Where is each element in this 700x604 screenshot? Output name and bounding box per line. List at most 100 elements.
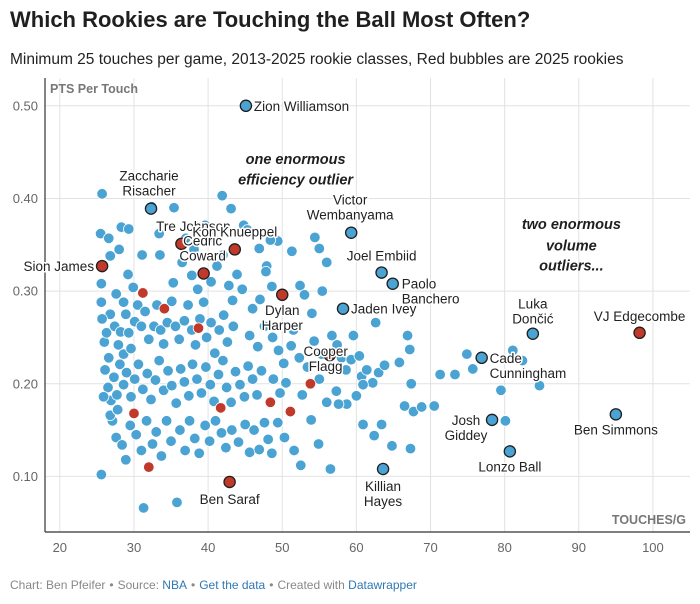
- data-point: [95, 277, 108, 290]
- data-point: [173, 333, 185, 345]
- data-point: [154, 249, 166, 261]
- label-ben-saraf: Ben Saraf: [200, 492, 260, 507]
- data-point: [114, 358, 126, 370]
- y-tick-label: 0.40: [13, 191, 38, 206]
- data-point: [205, 316, 217, 329]
- data-point: [194, 313, 206, 325]
- data-point: [226, 294, 239, 307]
- data-point: [120, 454, 132, 466]
- data-point: [191, 373, 203, 385]
- point-sion-james: [95, 259, 109, 273]
- data-point: [262, 433, 274, 446]
- data-point: [294, 279, 306, 292]
- point-cade-cunningham: [475, 351, 488, 365]
- data-point: [204, 378, 217, 391]
- data-point: [449, 368, 461, 381]
- data-point: [165, 435, 177, 447]
- y-tick-label: 0.10: [13, 469, 38, 484]
- data-point: [186, 269, 198, 282]
- data-point: [183, 390, 195, 402]
- data-point: [95, 296, 108, 308]
- data-point: [229, 366, 242, 378]
- rookie-2025-point: [215, 402, 227, 414]
- data-point: [278, 431, 291, 444]
- data-point: [140, 415, 153, 427]
- data-point: [100, 327, 113, 339]
- data-point: [312, 438, 325, 450]
- data-point: [266, 280, 278, 293]
- data-point: [236, 283, 248, 295]
- label-sion-james: Sion James: [24, 259, 95, 274]
- data-point: [372, 366, 385, 379]
- rookie-2025-point: [143, 461, 155, 473]
- label-line: Sion James: [24, 259, 95, 274]
- data-point: [293, 352, 305, 364]
- data-point: [331, 339, 343, 351]
- data-point: [113, 243, 125, 256]
- point-luka-don-i-: [526, 327, 540, 340]
- data-point: [104, 250, 116, 262]
- annotation-text: efficiency outlier: [238, 173, 354, 189]
- data-point: [189, 339, 202, 351]
- y-tick-label: 0.20: [13, 376, 38, 391]
- data-point: [330, 385, 343, 397]
- data-point: [321, 396, 333, 408]
- data-point: [286, 245, 298, 257]
- annotation-text: outliers...: [539, 259, 603, 275]
- data-point: [108, 371, 120, 383]
- grid: [45, 78, 690, 532]
- data-point: [298, 289, 311, 301]
- data-point: [260, 265, 272, 278]
- label-line: Harper: [262, 318, 304, 333]
- data-point: [209, 415, 222, 427]
- data-point: [238, 391, 251, 403]
- data-point: [103, 352, 115, 364]
- data-point: [301, 361, 314, 373]
- label-line: Jaden Ivey: [351, 302, 417, 317]
- data-point: [495, 384, 507, 396]
- x-tick-label: 90: [572, 540, 586, 555]
- data-point: [153, 227, 165, 240]
- data-point: [258, 416, 271, 429]
- label-line: Tre Johnson: [156, 219, 231, 234]
- data-point: [295, 459, 307, 471]
- label-line: Coward: [179, 248, 226, 263]
- rookie-2025-point: [264, 396, 277, 408]
- data-point: [357, 378, 369, 391]
- label-line: Risacher: [122, 184, 176, 199]
- data-point: [266, 331, 279, 344]
- x-tick-label: 80: [497, 540, 511, 555]
- data-point: [217, 249, 229, 261]
- get-data-link[interactable]: Get the data: [199, 578, 266, 592]
- data-point: [309, 231, 321, 244]
- data-point: [326, 329, 338, 342]
- annotation-text: two enormous: [522, 217, 621, 233]
- data-point: [386, 440, 398, 452]
- label-cedric-coward: Cedric Coward: [179, 233, 226, 263]
- data-point: [167, 277, 179, 289]
- datawrapper-link[interactable]: Datawrapper: [348, 578, 417, 592]
- data-point: [132, 358, 145, 370]
- label-ben-simmons: Ben Simmons: [574, 422, 658, 437]
- data-point: [357, 418, 369, 431]
- data-point: [170, 397, 182, 409]
- data-point: [220, 381, 233, 394]
- label-line: Cedric: [183, 233, 222, 248]
- data-point: [393, 356, 406, 369]
- label-line: Luka: [518, 297, 548, 312]
- source-link[interactable]: NBA: [162, 578, 187, 592]
- data-point: [234, 378, 246, 391]
- x-tick-label: 50: [275, 540, 289, 555]
- point-ben-simmons: [609, 408, 623, 421]
- data-point: [95, 468, 108, 481]
- x-tick-label: 30: [127, 540, 141, 555]
- data-point: [171, 496, 183, 509]
- label-lonzo-ball: Lonzo Ball: [478, 459, 541, 474]
- data-point: [499, 415, 512, 427]
- data-point: [137, 502, 150, 514]
- label-line: Dončić: [512, 312, 554, 327]
- data-point: [111, 403, 124, 416]
- label-line: Zion Williamson: [254, 99, 349, 114]
- data-point: [149, 374, 162, 386]
